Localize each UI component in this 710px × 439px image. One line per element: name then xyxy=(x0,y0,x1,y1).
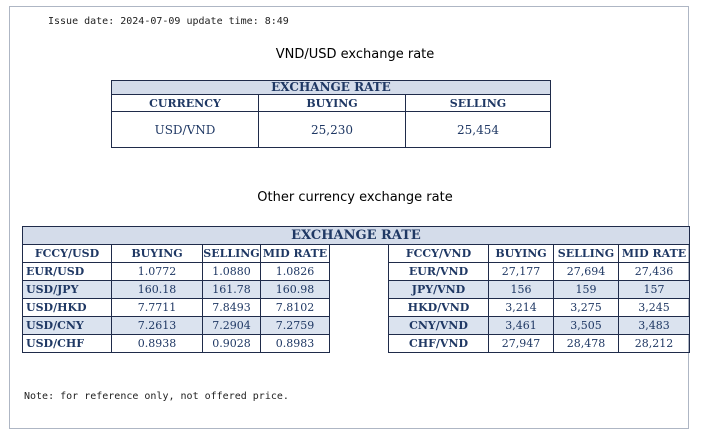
table-gap xyxy=(329,262,389,281)
lpair-cell: EUR/USD xyxy=(22,262,112,281)
rmid-cell: 157 xyxy=(618,280,690,299)
header-right-buying: BUYING xyxy=(488,244,554,263)
rbuy-cell: 3,461 xyxy=(488,316,554,335)
lmid-cell: 0.8983 xyxy=(260,334,330,353)
table-gap xyxy=(329,244,389,263)
table-gap xyxy=(329,280,389,299)
header-right-mid: MID RATE xyxy=(618,244,690,263)
table-row: USD/VND 25,230 25,454 xyxy=(111,111,551,148)
header-fccy-vnd: FCCY/VND xyxy=(388,244,489,263)
vnd-usd-table-title: EXCHANGE RATE xyxy=(111,80,551,95)
note-text: Note: for reference only, not offered pr… xyxy=(24,391,289,402)
table-gap xyxy=(329,316,389,335)
issue-date-line: Issue date: 2024-07-09 update time: 8:49 xyxy=(48,16,289,27)
lpair-cell: USD/HKD xyxy=(22,298,112,317)
rsell-cell: 159 xyxy=(553,280,619,299)
rsell-cell: 27,694 xyxy=(553,262,619,281)
rpair-cell: JPY/VND xyxy=(388,280,489,299)
table-gap xyxy=(329,334,389,353)
rpair-cell: HKD/VND xyxy=(388,298,489,317)
lmid-cell: 7.2759 xyxy=(260,316,330,335)
rpair-cell: CHF/VND xyxy=(388,334,489,353)
vnd-usd-title: VND/USD exchange rate xyxy=(275,47,435,62)
lbuy-cell: 1.0772 xyxy=(111,262,203,281)
rmid-cell: 28,212 xyxy=(618,334,690,353)
lsell-cell: 1.0880 xyxy=(202,262,261,281)
rmid-cell: 3,245 xyxy=(618,298,690,317)
selling-cell: 25,454 xyxy=(405,111,551,148)
buying-cell: 25,230 xyxy=(258,111,406,148)
rpair-cell: CNY/VND xyxy=(388,316,489,335)
other-table-title: EXCHANGE RATE xyxy=(22,226,690,245)
lpair-cell: USD/CNY xyxy=(22,316,112,335)
lsell-cell: 7.2904 xyxy=(202,316,261,335)
header-left-buying: BUYING xyxy=(111,244,203,263)
lmid-cell: 7.8102 xyxy=(260,298,330,317)
rmid-cell: 27,436 xyxy=(618,262,690,281)
rpair-cell: EUR/VND xyxy=(388,262,489,281)
lmid-cell: 1.0826 xyxy=(260,262,330,281)
table-row: USD/CHF 0.8938 0.9028 0.8983 CHF/VND 27,947 28… xyxy=(22,334,690,353)
lmid-cell: 160.98 xyxy=(260,280,330,299)
table-row: EUR/USD 1.0772 1.0880 1.0826 EUR/VND 27,177 27… xyxy=(22,262,690,281)
rmid-cell: 3,483 xyxy=(618,316,690,335)
rbuy-cell: 27,177 xyxy=(488,262,554,281)
lsell-cell: 0.9028 xyxy=(202,334,261,353)
lsell-cell: 7.8493 xyxy=(202,298,261,317)
lpair-cell: USD/CHF xyxy=(22,334,112,353)
lbuy-cell: 7.2613 xyxy=(111,316,203,335)
page-frame xyxy=(9,6,689,429)
header-left-mid: MID RATE xyxy=(260,244,330,263)
rbuy-cell: 3,214 xyxy=(488,298,554,317)
header-buying: BUYING xyxy=(258,94,406,112)
vnd-usd-table: EXCHANGE RATE CURRENCY BUYING SELLING US… xyxy=(111,80,551,148)
header-left-selling: SELLING xyxy=(202,244,261,263)
header-right-selling: SELLING xyxy=(553,244,619,263)
rsell-cell: 28,478 xyxy=(553,334,619,353)
header-selling: SELLING xyxy=(405,94,551,112)
header-fccy-usd: FCCY/USD xyxy=(22,244,112,263)
table-row: USD/JPY 160.18 161.78 160.98 JPY/VND 156 159 15… xyxy=(22,280,690,299)
lbuy-cell: 7.7711 xyxy=(111,298,203,317)
lsell-cell: 161.78 xyxy=(202,280,261,299)
currency-cell: USD/VND xyxy=(111,111,259,148)
lbuy-cell: 160.18 xyxy=(111,280,203,299)
lpair-cell: USD/JPY xyxy=(22,280,112,299)
table-gap xyxy=(329,298,389,317)
other-rates-table: EXCHANGE RATE FCCY/USD BUYING SELLING MI… xyxy=(22,226,690,353)
rsell-cell: 3,275 xyxy=(553,298,619,317)
header-currency: CURRENCY xyxy=(111,94,259,112)
table-row: USD/HKD 7.7711 7.8493 7.8102 HKD/VND 3,214 3,2… xyxy=(22,298,690,317)
lbuy-cell: 0.8938 xyxy=(111,334,203,353)
rbuy-cell: 27,947 xyxy=(488,334,554,353)
rbuy-cell: 156 xyxy=(488,280,554,299)
other-rates-title: Other currency exchange rate xyxy=(257,190,453,205)
table-row: USD/CNY 7.2613 7.2904 7.2759 CNY/VND 3,461 3,5… xyxy=(22,316,690,335)
rsell-cell: 3,505 xyxy=(553,316,619,335)
